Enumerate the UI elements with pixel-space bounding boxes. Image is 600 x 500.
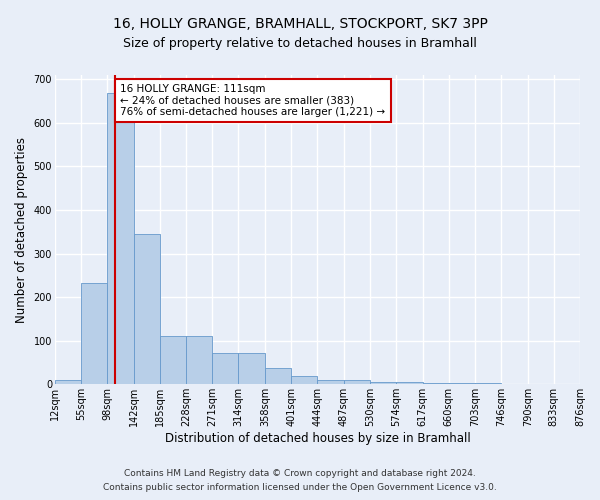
Bar <box>370 382 397 384</box>
Text: 16, HOLLY GRANGE, BRAMHALL, STOCKPORT, SK7 3PP: 16, HOLLY GRANGE, BRAMHALL, STOCKPORT, S… <box>113 18 487 32</box>
Bar <box>238 353 265 384</box>
Bar <box>55 380 81 384</box>
Bar <box>422 383 449 384</box>
Bar <box>317 380 344 384</box>
X-axis label: Distribution of detached houses by size in Bramhall: Distribution of detached houses by size … <box>164 432 470 445</box>
Bar <box>212 353 238 384</box>
Bar <box>107 94 134 385</box>
Text: Contains HM Land Registry data © Crown copyright and database right 2024.: Contains HM Land Registry data © Crown c… <box>124 468 476 477</box>
Bar <box>265 368 291 384</box>
Bar <box>81 283 107 384</box>
Bar <box>134 234 160 384</box>
Text: Size of property relative to detached houses in Bramhall: Size of property relative to detached ho… <box>123 38 477 51</box>
Bar <box>397 382 422 384</box>
Bar <box>291 376 317 384</box>
Text: Contains public sector information licensed under the Open Government Licence v3: Contains public sector information licen… <box>103 484 497 492</box>
Text: 16 HOLLY GRANGE: 111sqm
← 24% of detached houses are smaller (383)
76% of semi-d: 16 HOLLY GRANGE: 111sqm ← 24% of detache… <box>121 84 386 117</box>
Bar <box>344 380 370 384</box>
Bar <box>186 336 212 384</box>
Y-axis label: Number of detached properties: Number of detached properties <box>15 136 28 322</box>
Bar <box>449 383 475 384</box>
Bar <box>160 336 186 384</box>
